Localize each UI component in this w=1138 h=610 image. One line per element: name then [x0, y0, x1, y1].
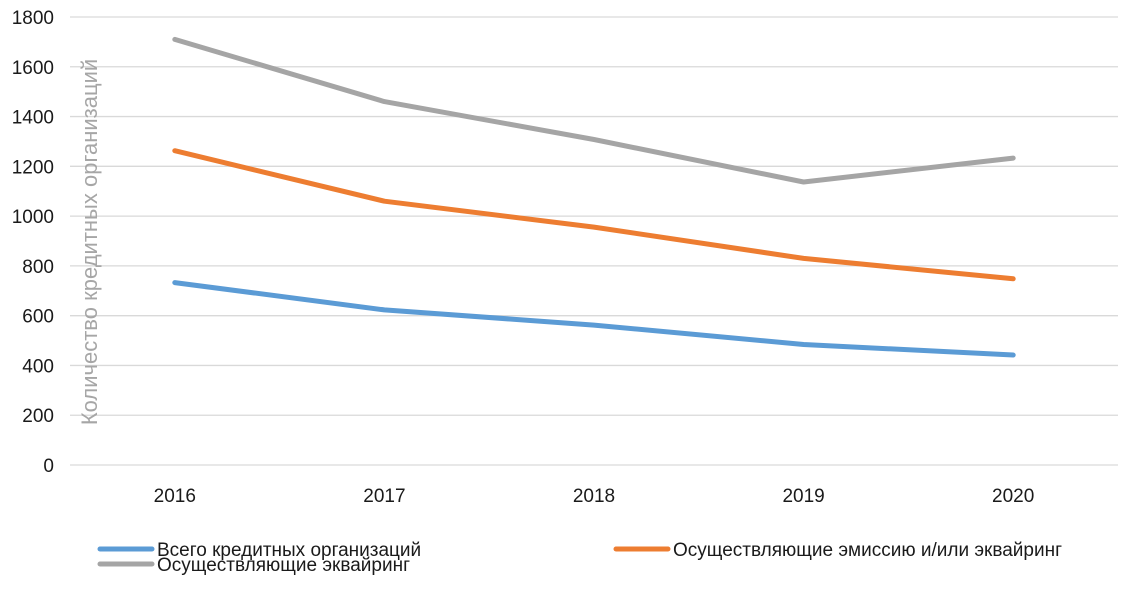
- legend-label: Всего кредитных организаций: [157, 540, 421, 561]
- x-axis-ticks: 2016 2017 2018 2019 2020: [154, 486, 1035, 507]
- y-tick-label: 1200: [12, 157, 54, 178]
- x-tick-label: 2016: [154, 486, 196, 507]
- y-tick-label: 200: [22, 406, 54, 427]
- x-tick-label: 2020: [992, 486, 1034, 507]
- x-tick-label: 2018: [573, 486, 615, 507]
- y-tick-label: 1000: [12, 207, 54, 228]
- gridlines: [70, 16, 1118, 466]
- y-tick-label: 1600: [12, 58, 54, 79]
- legend-item: Всего кредитных организаций: [97, 540, 421, 561]
- legend-item: Осуществляющие эмиссию и/или эквайринг: [613, 540, 1062, 561]
- y-tick-label: 600: [22, 307, 54, 328]
- y-tick-label: 400: [22, 356, 54, 377]
- legend-item: Осуществляющие эквайринг: [97, 555, 410, 576]
- y-tick-label: 0: [43, 456, 54, 477]
- legend-label: Осуществляющие эмиссию и/или эквайринг: [673, 540, 1062, 561]
- legend-label: Осуществляющие эквайринг: [157, 555, 410, 576]
- legend: Всего кредитных организаций Осуществляющи…: [97, 540, 1062, 576]
- x-tick-label: 2019: [782, 486, 824, 507]
- x-tick-label: 2017: [363, 486, 405, 507]
- y-tick-label: 800: [22, 257, 54, 278]
- series-line-2: [172, 148, 1016, 282]
- series-line-3: [172, 36, 1016, 185]
- y-tick-label: 1800: [12, 8, 54, 29]
- series-lines: [172, 36, 1016, 358]
- y-axis-title: Количество кредитных организаций: [77, 59, 102, 425]
- y-tick-label: 1400: [12, 108, 54, 129]
- series-line-1: [172, 280, 1016, 358]
- y-axis-ticks: 0 200 400 600 800 1000 1200 1400 1600 1800: [12, 8, 54, 477]
